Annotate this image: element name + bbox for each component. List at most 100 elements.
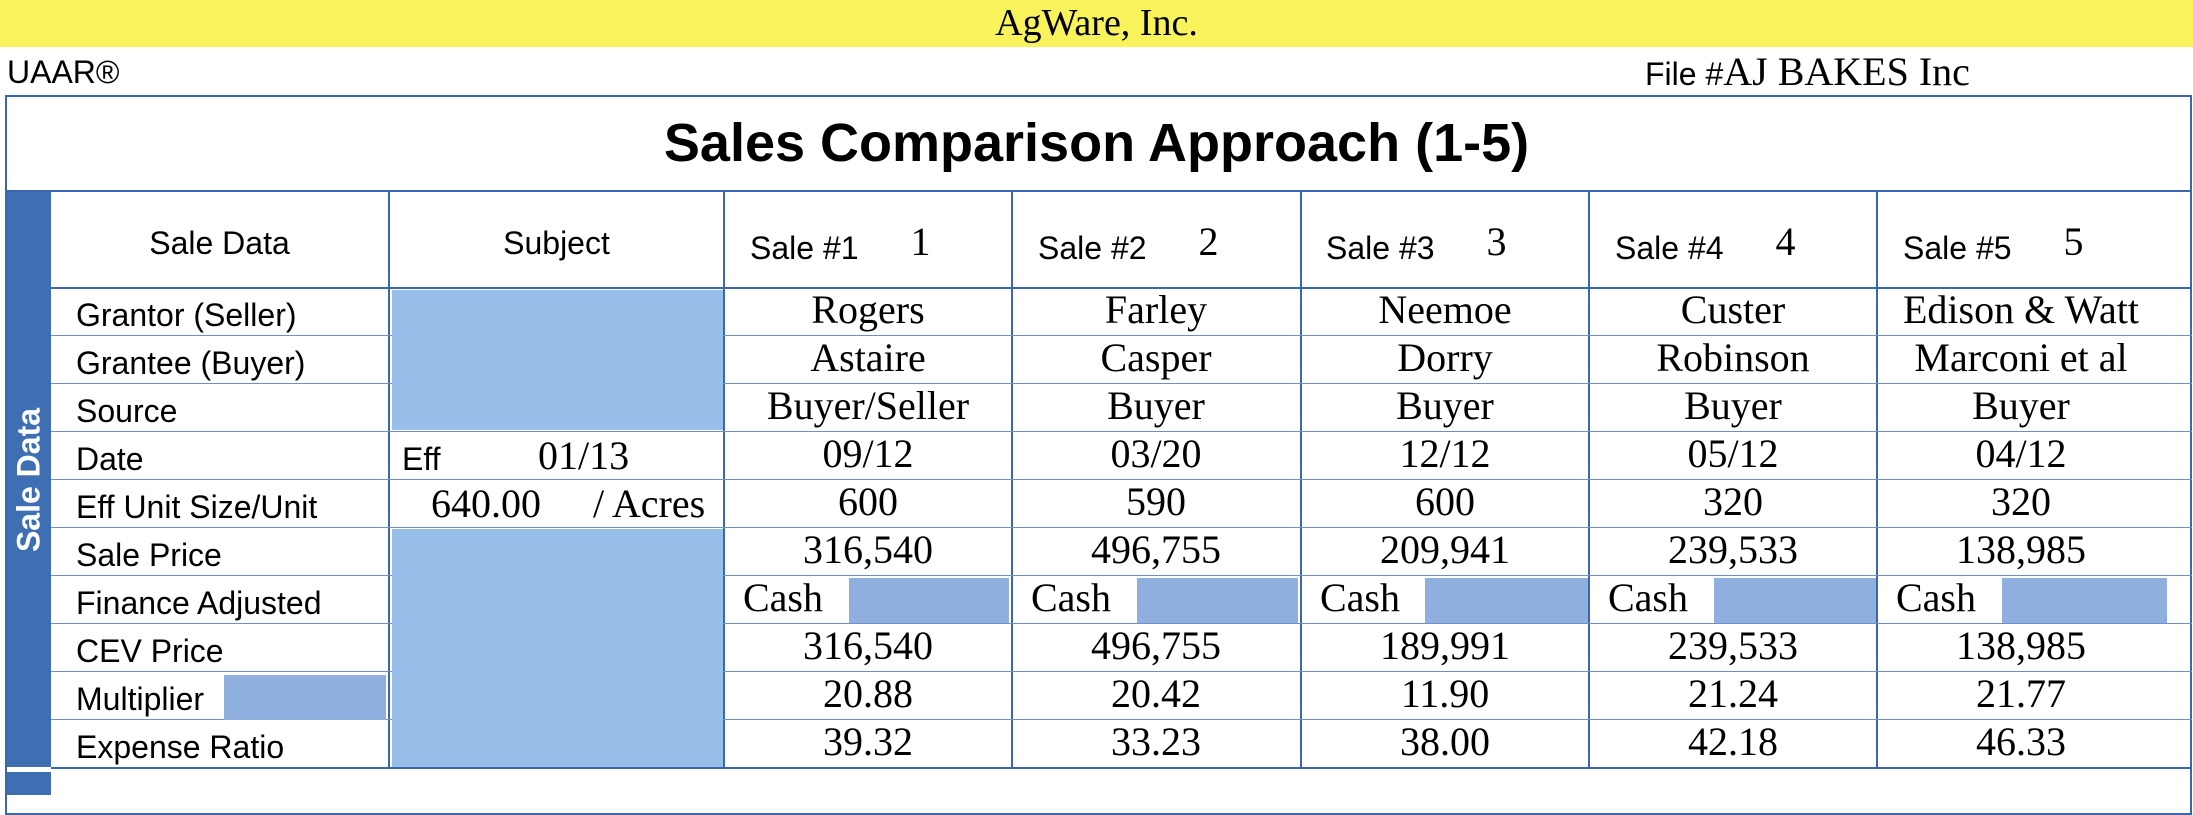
sale-2-size[interactable]: 590 — [1126, 479, 1186, 524]
row-divider — [51, 431, 2192, 432]
file-number: File #AJ BAKES Inc — [1645, 48, 1970, 95]
sale-2-expense[interactable]: 33.23 — [1111, 719, 1201, 764]
sale-5-source[interactable]: Buyer — [1972, 383, 2070, 428]
sale-3-source[interactable]: Buyer — [1396, 383, 1494, 428]
row-divider — [51, 527, 2192, 528]
page-title: Sales Comparison Approach (1-5) — [663, 113, 1530, 173]
sale-5-finance[interactable]: Cash — [1896, 575, 1976, 620]
sale-4-source[interactable]: Buyer — [1684, 383, 1782, 428]
sale-1-finance-box[interactable] — [849, 578, 1009, 623]
sale-1-date[interactable]: 09/12 — [822, 431, 914, 476]
sale-4-grantee[interactable]: Robinson — [1656, 335, 1810, 380]
subject-size[interactable]: 640.00 — [431, 481, 541, 526]
col-header-sale-3: Sale #3 3 — [1326, 219, 1507, 269]
subject-price-fields[interactable] — [392, 529, 723, 767]
sale-1-source[interactable]: Buyer/Seller — [766, 383, 970, 428]
sale-2-number: 2 — [1198, 219, 1219, 264]
sale-3-grantee[interactable]: Dorry — [1397, 335, 1493, 380]
sale-1-grantor[interactable]: Rogers — [811, 287, 925, 332]
sale-5-label: Sale #5 — [1903, 230, 2012, 266]
col-header-sale-4: Sale #4 4 — [1615, 219, 1796, 269]
title-divider — [5, 190, 2192, 192]
sale-4-date[interactable]: 05/12 — [1687, 431, 1779, 476]
row-label-grantor: Grantor (Seller) — [76, 297, 297, 333]
sale-4-expense[interactable]: 42.18 — [1688, 719, 1778, 764]
sale-2-source[interactable]: Buyer — [1107, 383, 1205, 428]
section-sidebar — [7, 192, 51, 767]
row-label-source: Source — [76, 393, 178, 429]
sale-5-multiplier[interactable]: 21.77 — [1976, 671, 2066, 716]
sale-4-grantor[interactable]: Custer — [1680, 287, 1786, 332]
sale-4-cev[interactable]: 239,533 — [1668, 623, 1798, 668]
sale-4-size[interactable]: 320 — [1703, 479, 1763, 524]
sale-4-finance[interactable]: Cash — [1608, 575, 1688, 620]
sale-2-finance-box[interactable] — [1137, 578, 1298, 623]
sale-5-grantor[interactable]: Edison & Watt — [1902, 287, 2140, 332]
sale-3-grantor[interactable]: Neemoe — [1378, 287, 1512, 332]
subject-date-prefix: Eff — [402, 441, 441, 477]
subject-date[interactable]: 01/13 — [538, 433, 630, 478]
sale-3-multiplier[interactable]: 11.90 — [1400, 671, 1490, 716]
sale-5-size[interactable]: 320 — [1991, 479, 2051, 524]
row-divider — [51, 671, 2192, 672]
row-label-size: Eff Unit Size/Unit — [76, 489, 318, 525]
sale-2-date[interactable]: 03/20 — [1110, 431, 1202, 476]
sale-1-cev[interactable]: 316,540 — [803, 623, 933, 668]
sale-3-date[interactable]: 12/12 — [1399, 431, 1491, 476]
row-divider — [51, 383, 2192, 384]
sale-1-price[interactable]: 316,540 — [803, 527, 933, 572]
sale-3-finance-box[interactable] — [1425, 578, 1588, 623]
sale-1-label: Sale #1 — [750, 230, 859, 266]
col-header-sale-2: Sale #2 2 — [1038, 219, 1219, 269]
sale-3-expense[interactable]: 38.00 — [1400, 719, 1490, 764]
subject-party-fields[interactable] — [392, 290, 723, 430]
sale-5-price[interactable]: 138,985 — [1956, 527, 2086, 572]
sale-3-number: 3 — [1486, 219, 1507, 264]
sale-4-finance-box[interactable] — [1714, 578, 1876, 623]
sale-2-finance[interactable]: Cash — [1031, 575, 1111, 620]
row-label-finance: Finance Adjusted — [76, 585, 322, 621]
sale-5-grantee[interactable]: Marconi et al — [1914, 335, 2128, 380]
row-divider — [51, 335, 2192, 336]
sale-3-finance[interactable]: Cash — [1320, 575, 1400, 620]
sale-5-expense[interactable]: 46.33 — [1976, 719, 2066, 764]
sale-4-price[interactable]: 239,533 — [1668, 527, 1798, 572]
col-header-subject: Subject — [503, 225, 610, 261]
form-code: UAAR® — [7, 54, 120, 90]
subject-unit[interactable]: / Acres — [593, 481, 706, 526]
sale-4-multiplier[interactable]: 21.24 — [1688, 671, 1778, 716]
section-sidebar-label: Sale Data — [10, 407, 47, 553]
grid-line — [51, 767, 2192, 769]
multiplier-input[interactable] — [224, 675, 386, 720]
sale-2-cev[interactable]: 496,755 — [1091, 623, 1221, 668]
sale-5-date[interactable]: 04/12 — [1975, 431, 2067, 476]
sale-2-price[interactable]: 496,755 — [1091, 527, 1221, 572]
sale-3-size[interactable]: 600 — [1415, 479, 1475, 524]
sale-1-grantee[interactable]: Astaire — [810, 335, 926, 380]
sale-5-finance-box[interactable] — [2002, 578, 2167, 623]
sale-1-finance[interactable]: Cash — [743, 575, 823, 620]
sale-1-expense[interactable]: 39.32 — [823, 719, 913, 764]
row-label-date: Date — [76, 441, 144, 477]
sale-3-price[interactable]: 209,941 — [1380, 527, 1510, 572]
row-divider — [51, 719, 2192, 720]
row-divider — [51, 479, 2192, 480]
sale-1-multiplier[interactable]: 20.88 — [823, 671, 913, 716]
sale-5-cev[interactable]: 138,985 — [1956, 623, 2086, 668]
row-divider — [51, 575, 2192, 576]
row-label-sale-price: Sale Price — [76, 537, 222, 573]
sale-2-grantor[interactable]: Farley — [1104, 287, 1208, 332]
sale-4-label: Sale #4 — [1615, 230, 1724, 266]
file-label: File # — [1645, 56, 1724, 92]
sale-3-cev[interactable]: 189,991 — [1380, 623, 1510, 668]
row-label-grantee: Grantee (Buyer) — [76, 345, 306, 381]
row-divider — [51, 623, 2192, 624]
row-label-expense-ratio: Expense Ratio — [76, 729, 285, 765]
col-header-sale-5: Sale #5 5 — [1903, 219, 2084, 269]
sale-2-grantee[interactable]: Casper — [1100, 335, 1212, 380]
sale-1-size[interactable]: 600 — [838, 479, 898, 524]
sale-4-number: 4 — [1775, 219, 1796, 264]
sale-2-multiplier[interactable]: 20.42 — [1111, 671, 1201, 716]
file-value[interactable]: AJ BAKES Inc — [1723, 49, 1970, 94]
sale-2-label: Sale #2 — [1038, 230, 1147, 266]
